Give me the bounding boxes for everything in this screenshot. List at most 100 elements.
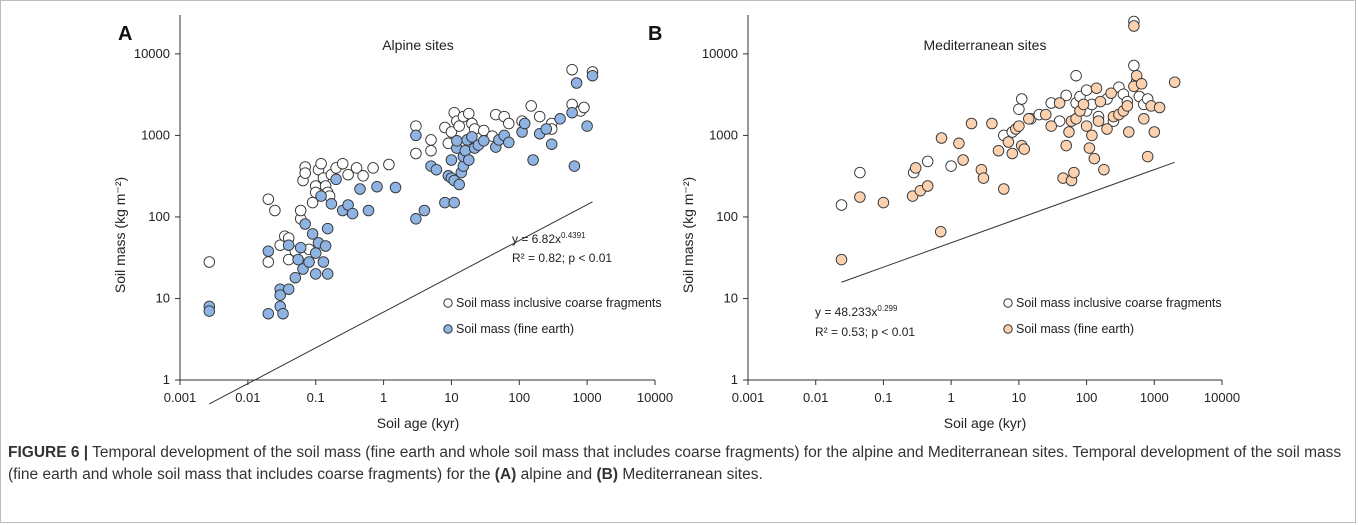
point-filled-a — [453, 178, 465, 191]
stats-b: R² = 0.53; p < 0.01 — [815, 325, 915, 339]
panel-label-b: B — [648, 23, 662, 45]
point-filled-a — [445, 154, 458, 166]
points-b — [835, 15, 1181, 266]
legend-a-open-marker — [443, 298, 453, 308]
point-filled-a — [321, 268, 334, 280]
point-open-a — [306, 196, 319, 209]
point-filled-a — [277, 307, 289, 320]
point-open-b — [1053, 115, 1066, 127]
point-filled-a — [463, 154, 475, 166]
point-filled-b — [1006, 147, 1019, 160]
caption-label: FIGURE 6 | — [8, 444, 89, 461]
point-open-b — [1080, 84, 1093, 96]
point-filled-a — [371, 180, 383, 193]
x-tick-label-b: 10000 — [1204, 390, 1240, 405]
legend-b-open-marker — [1003, 298, 1013, 308]
legend-a-filled-marker — [443, 324, 453, 334]
point-filled-a — [389, 181, 402, 194]
point-filled-b — [992, 144, 1005, 157]
point-filled-b — [1094, 95, 1107, 108]
point-filled-a — [262, 307, 275, 320]
x-tick-label-b: 0.01 — [803, 390, 828, 405]
point-open-a — [453, 120, 465, 132]
point-filled-b — [1060, 139, 1072, 152]
chart-title-b: Mediterranean sites — [924, 37, 1047, 53]
legend-b: Soil mass inclusive coarse fragments Soi… — [1003, 296, 1222, 336]
point-filled-a — [581, 120, 593, 132]
point-filled-a — [570, 77, 583, 89]
point-filled-a — [527, 154, 539, 166]
point-open-b — [1015, 93, 1028, 105]
point-filled-b — [877, 196, 890, 209]
y-tick-label-a: 100 — [148, 209, 170, 224]
point-filled-b — [1153, 101, 1166, 114]
point-filled-a — [586, 69, 599, 82]
x-axis-label-a: Soil age (kyr) — [377, 415, 459, 431]
point-filled-a — [309, 268, 322, 280]
point-filled-a — [418, 204, 431, 217]
x-axis-label-b: Soil age (kyr) — [944, 415, 1026, 431]
point-open-a — [336, 157, 349, 170]
point-filled-b — [1128, 20, 1140, 32]
point-filled-b — [1101, 123, 1113, 135]
point-open-a — [383, 158, 395, 171]
y-tick-label-b: 1000 — [709, 127, 738, 142]
point-filled-a — [354, 183, 366, 195]
y-tick-label-b: 100 — [716, 209, 738, 224]
equation-b-exp: 0.299 — [877, 304, 898, 313]
point-filled-a — [282, 283, 295, 295]
point-open-a — [445, 126, 458, 138]
point-filled-b — [1138, 113, 1150, 125]
point-filled-b — [1063, 126, 1075, 138]
point-filled-a — [478, 135, 490, 147]
x-tick-label-b: 10 — [1012, 390, 1026, 405]
point-open-b — [945, 160, 957, 172]
point-filled-b — [1141, 150, 1154, 163]
point-filled-a — [315, 190, 327, 202]
point-filled-a — [448, 196, 460, 209]
x-tick-label-a: 0.001 — [164, 390, 197, 405]
y-tick-label-a: 1 — [163, 372, 170, 387]
point-filled-b — [1092, 115, 1105, 127]
x-tick-label-a: 1000 — [573, 390, 602, 405]
point-filled-a — [346, 207, 359, 220]
point-filled-b — [1086, 129, 1098, 142]
point-filled-a — [568, 160, 581, 172]
point-open-a — [410, 147, 422, 160]
point-filled-b — [1053, 97, 1066, 109]
point-filled-a — [294, 241, 307, 254]
equation-a-base: y = 6.82x — [512, 232, 561, 246]
trendline-b — [841, 161, 1175, 283]
point-filled-b — [934, 225, 947, 238]
point-open-a — [294, 204, 307, 217]
point-open-a — [203, 256, 216, 268]
figure-caption: FIGURE 6 | Temporal development of the s… — [8, 442, 1348, 486]
point-filled-b — [1090, 82, 1103, 94]
point-filled-b — [1083, 142, 1096, 154]
point-open-a — [578, 101, 590, 114]
point-filled-b — [1040, 108, 1052, 121]
point-filled-b — [921, 180, 934, 192]
point-filled-b — [1077, 98, 1090, 111]
panel-a: A Alpine sites Soil mass (kg m⁻²) Soil a… — [112, 15, 673, 431]
x-tick-label-a: 0.01 — [235, 390, 260, 405]
equation-b: y = 48.233x0.299 — [815, 304, 898, 319]
point-filled-b — [1002, 136, 1015, 148]
point-open-a — [262, 256, 275, 268]
point-filled-a — [362, 204, 375, 217]
point-filled-b — [835, 253, 848, 266]
point-filled-b — [1105, 87, 1117, 99]
point-filled-a — [289, 271, 302, 284]
point-filled-b — [1080, 120, 1093, 132]
equation-a: y = 6.82x0.4391 — [512, 231, 586, 246]
point-filled-b — [1148, 126, 1161, 138]
x-tick-label-b: 0.1 — [874, 390, 892, 405]
legend-a-open-label: Soil mass inclusive coarse fragments — [456, 296, 662, 310]
equation-a-exp: 0.4391 — [561, 231, 586, 240]
trendline-a — [209, 201, 593, 405]
point-filled-a — [325, 198, 338, 210]
points-a — [203, 63, 599, 320]
y-tick-label-a: 1000 — [141, 127, 170, 142]
caption-text-3: Mediterranean sites. — [622, 466, 763, 483]
point-open-a — [525, 100, 537, 112]
